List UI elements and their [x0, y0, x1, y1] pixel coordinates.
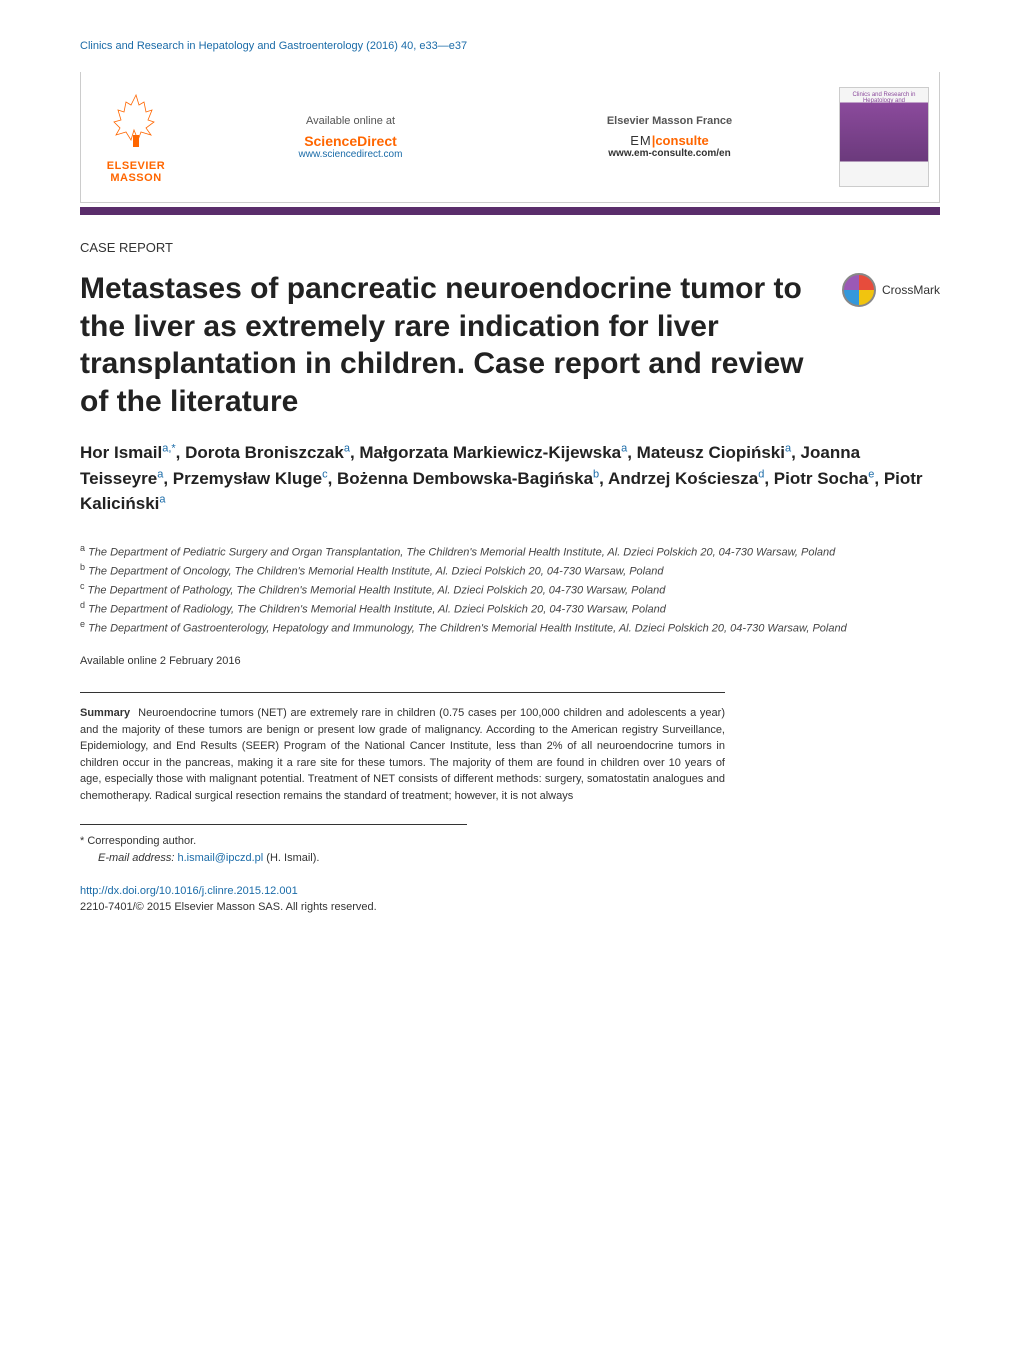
summary-block: SummaryNeuroendocrine tumors (NET) are e…	[80, 705, 725, 804]
crossmark-icon	[842, 273, 876, 307]
author-email[interactable]: h.ismail@ipczd.pl	[177, 852, 263, 864]
email-label: E-mail address:	[98, 852, 174, 864]
em-consulte-brand: EM|consulte	[520, 133, 819, 148]
footnote-rule	[80, 824, 467, 825]
doi-copyright-block: http://dx.doi.org/10.1016/j.clinre.2015.…	[80, 884, 940, 915]
em-consulte-text: consulte	[655, 133, 708, 148]
publisher-banner: ELSEVIER MASSON Available online at Scie…	[80, 72, 940, 203]
corresponding-author-footnote: * Corresponding author. E-mail address: …	[80, 833, 940, 866]
em-consulte-url[interactable]: www.em-consulte.com/en	[520, 148, 819, 159]
copyright-text: 2210-7401/© 2015 Elsevier Masson SAS. Al…	[80, 900, 940, 915]
elsevier-logo: ELSEVIER MASSON	[91, 90, 181, 184]
elsevier-tree-icon	[106, 90, 166, 150]
corresponding-label: * Corresponding author.	[80, 833, 940, 850]
doi-link[interactable]: http://dx.doi.org/10.1016/j.clinre.2015.…	[80, 884, 940, 899]
author-list: Hor Ismaila,*, Dorota Broniszczaka, Małg…	[80, 440, 940, 517]
email-name: (H. Ismail).	[266, 852, 319, 864]
sciencedirect-column: Available online at ScienceDirect www.sc…	[201, 115, 500, 160]
journal-citation-header: Clinics and Research in Hepatology and G…	[80, 40, 940, 52]
journal-thumb-title: Clinics and Research in Hepatology and G…	[840, 92, 928, 110]
elsevier-sub: MASSON	[91, 172, 181, 184]
elsevier-masson-label: Elsevier Masson France	[520, 115, 819, 127]
affiliations-list: a The Department of Pediatric Surgery an…	[80, 542, 940, 638]
separator-bar	[80, 207, 940, 215]
summary-rule-top	[80, 692, 725, 693]
summary-label: Summary	[80, 707, 130, 719]
article-title: Metastases of pancreatic neuroendocrine …	[80, 270, 812, 420]
em-consulte-column: Elsevier Masson France EM|consulte www.e…	[520, 115, 819, 159]
available-online-label: Available online at	[201, 115, 500, 127]
sciencedirect-url[interactable]: www.sciencedirect.com	[201, 149, 500, 160]
crossmark-label: CrossMark	[882, 283, 940, 297]
article-type-label: CASE REPORT	[80, 240, 940, 255]
em-prefix: EM	[630, 133, 652, 148]
elsevier-name: ELSEVIER	[91, 160, 181, 172]
available-online-date: Available online 2 February 2016	[80, 655, 940, 667]
summary-text: Neuroendocrine tumors (NET) are extremel…	[80, 707, 725, 802]
sciencedirect-brand: ScienceDirect	[201, 133, 500, 149]
journal-cover-thumbnail: Clinics and Research in Hepatology and G…	[839, 87, 929, 187]
crossmark-badge[interactable]: CrossMark	[842, 270, 940, 310]
